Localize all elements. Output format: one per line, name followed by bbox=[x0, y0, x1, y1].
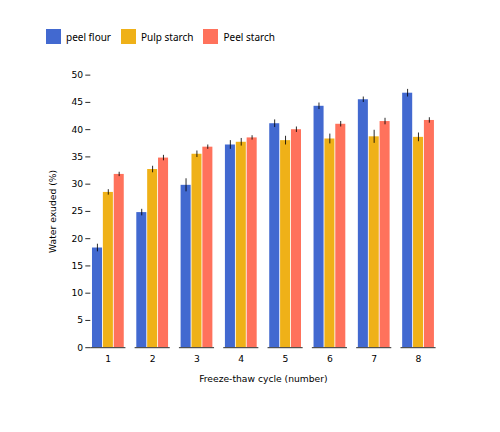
svg-text:25: 25 bbox=[72, 205, 84, 216]
svg-text:50: 50 bbox=[72, 69, 84, 80]
svg-text:10: 10 bbox=[72, 287, 84, 298]
svg-text:0: 0 bbox=[77, 342, 83, 353]
svg-text:7: 7 bbox=[371, 353, 377, 364]
svg-text:3: 3 bbox=[194, 353, 200, 364]
svg-text:1: 1 bbox=[105, 353, 111, 364]
svg-text:8: 8 bbox=[416, 353, 422, 364]
html-text:Pulp starch: Pulp starch bbox=[141, 29, 194, 44]
html-text:peel flour: peel flour bbox=[66, 29, 111, 44]
svg-text:6: 6 bbox=[327, 353, 333, 364]
svg-text:20: 20 bbox=[72, 233, 84, 244]
svg-text:2: 2 bbox=[150, 353, 156, 364]
svg-text:5: 5 bbox=[283, 353, 289, 364]
html-text:Peel starch: Peel starch bbox=[223, 29, 275, 44]
svg-text:Freeze-thaw cycle (number): Freeze-thaw cycle (number) bbox=[199, 373, 327, 384]
svg-text:35: 35 bbox=[72, 151, 84, 162]
svg-text:5: 5 bbox=[77, 314, 83, 325]
svg-text:4: 4 bbox=[238, 353, 244, 364]
svg-text:45: 45 bbox=[72, 96, 84, 107]
svg-text:15: 15 bbox=[72, 260, 84, 271]
svg-text:40: 40 bbox=[72, 124, 84, 135]
svg-text:Water exuded (%): Water exuded (%) bbox=[47, 170, 58, 253]
svg-text:30: 30 bbox=[72, 178, 84, 189]
